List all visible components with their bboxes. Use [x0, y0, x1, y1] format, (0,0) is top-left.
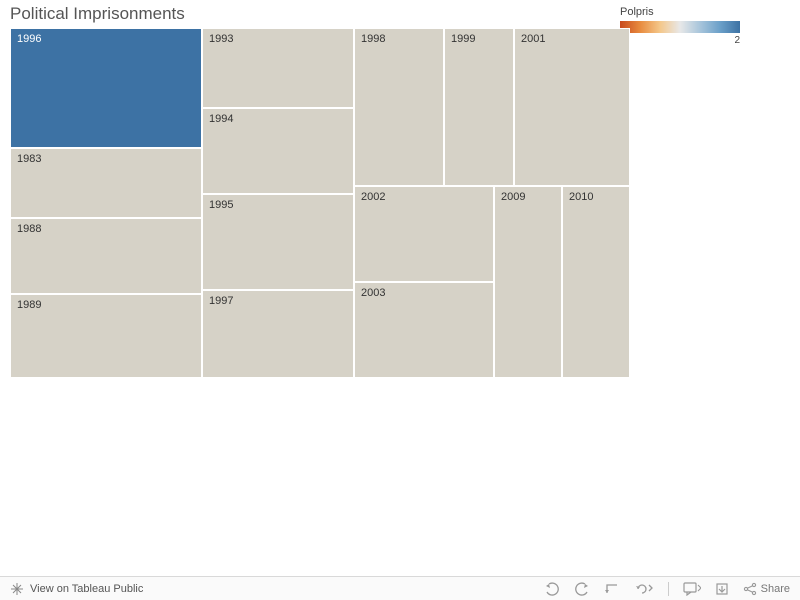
chart-title: Political Imprisonments [10, 4, 185, 24]
revert-button[interactable] [604, 582, 620, 596]
tableau-logo-icon [10, 582, 24, 596]
treemap-cell[interactable]: 1996 [10, 28, 202, 148]
comment-icon [683, 582, 701, 596]
share-button[interactable]: Share [743, 582, 790, 596]
view-on-tableau-public-button[interactable]: View on Tableau Public [10, 582, 143, 596]
treemap-cell[interactable]: 2009 [494, 186, 562, 378]
redo-icon [574, 582, 590, 596]
legend-ticks: 0 2 [620, 35, 740, 46]
treemap-cell[interactable]: 1988 [10, 218, 202, 294]
refresh-button[interactable] [634, 582, 654, 596]
treemap-cell[interactable]: 1998 [354, 28, 444, 186]
treemap-cell[interactable]: 2002 [354, 186, 494, 282]
undo-button[interactable] [544, 582, 560, 596]
treemap-cell[interactable]: 1983 [10, 148, 202, 218]
treemap-cell[interactable]: 2010 [562, 186, 630, 378]
treemap-cell[interactable]: 1999 [444, 28, 514, 186]
legend-max: 2 [734, 35, 740, 46]
undo-icon [544, 582, 560, 596]
legend-gradient-bar [620, 21, 740, 33]
toolbar-divider [668, 582, 669, 596]
legend-title: Polpris [620, 6, 740, 18]
revert-icon [604, 582, 620, 596]
tableau-toolbar: View on Tableau Public Share [0, 576, 800, 600]
treemap-cell[interactable]: 1995 [202, 194, 354, 290]
comment-button[interactable] [683, 582, 701, 596]
treemap-cell[interactable]: 2003 [354, 282, 494, 378]
treemap-cell[interactable]: 1994 [202, 108, 354, 194]
view-on-tableau-public-label: View on Tableau Public [30, 583, 143, 595]
treemap-cell[interactable]: 1989 [10, 294, 202, 378]
share-label: Share [761, 583, 790, 595]
treemap-cell[interactable]: 1993 [202, 28, 354, 108]
treemap-cell[interactable]: 2001 [514, 28, 630, 186]
redo-button[interactable] [574, 582, 590, 596]
color-legend: Polpris 0 2 [620, 6, 740, 46]
download-icon [715, 582, 729, 596]
treemap: 1996198319881989 1993199419951997 19981999… [10, 28, 630, 378]
download-button[interactable] [715, 582, 729, 596]
treemap-cell[interactable]: 1997 [202, 290, 354, 378]
share-icon [743, 582, 757, 596]
refresh-icon [634, 582, 654, 596]
